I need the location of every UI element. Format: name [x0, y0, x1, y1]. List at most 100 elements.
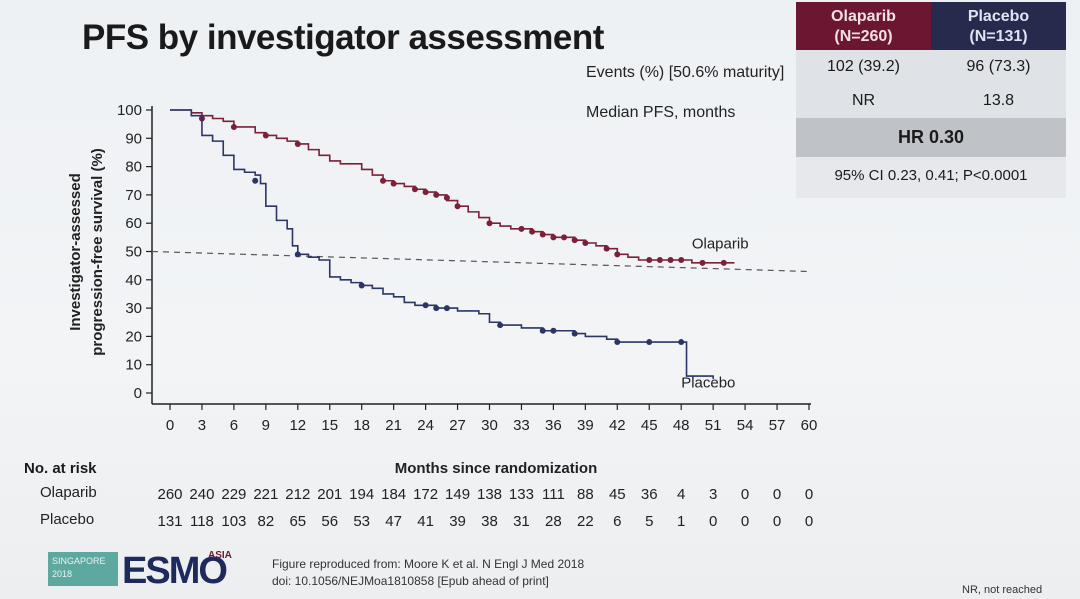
censor-mark-placebo [571, 330, 578, 337]
stats-table: Olaparib (N=260) Placebo (N=131) 102 (39… [796, 2, 1066, 198]
censor-mark-placebo [646, 339, 653, 346]
x-tick-label: 12 [289, 417, 306, 434]
series-line-placebo [170, 109, 714, 379]
olaparib-header: Olaparib (N=260) [796, 2, 931, 50]
hazard-ratio: HR 0.30 [796, 118, 1066, 157]
censor-mark-olaparib [230, 123, 237, 130]
y-tick-label: 50 [125, 244, 142, 261]
censor-mark-olaparib [294, 140, 301, 147]
confidence-interval: 95% CI 0.23, 0.41; P<0.0001 [796, 157, 1066, 198]
y-tick-label: 90 [125, 130, 142, 147]
censor-mark-placebo [497, 322, 504, 329]
median-pfs-label: Median PFS, months [586, 104, 736, 121]
y-tick-label: 20 [125, 328, 142, 345]
x-tick-label: 48 [673, 417, 690, 434]
placebo-events: 96 (73.3) [931, 50, 1066, 84]
x-tick-label: 51 [705, 417, 722, 434]
censor-mark-olaparib [667, 256, 674, 263]
y-axis-label: progression-free survival (%) [89, 148, 106, 356]
x-tick-label: 24 [417, 417, 434, 434]
reference-line-1: Figure reproduced from: Moore K et al. N… [272, 557, 585, 571]
x-tick-label: 45 [641, 417, 658, 434]
logo-place: SINGAPORE 2018 [48, 552, 118, 586]
censor-mark-olaparib [678, 256, 685, 263]
censor-mark-placebo [678, 339, 685, 346]
censor-mark-olaparib [454, 203, 461, 210]
x-tick-label: 18 [353, 417, 370, 434]
x-tick-label: 15 [321, 417, 338, 434]
logo-name: ESMO [122, 550, 228, 592]
y-tick-label: 70 [125, 187, 142, 204]
censor-mark-placebo [294, 251, 301, 258]
censor-mark-olaparib [518, 225, 525, 232]
censor-mark-placebo [252, 177, 259, 184]
y-tick-label: 100 [117, 102, 142, 119]
censor-mark-olaparib [699, 259, 706, 266]
censor-mark-placebo [433, 305, 440, 312]
logo-place-year: 2018 [52, 569, 73, 579]
x-tick-label: 57 [769, 417, 786, 434]
x-tick-label: 21 [385, 417, 402, 434]
y-tick-label: 60 [125, 215, 142, 232]
y-axis-label: Investigator-assessed [67, 173, 84, 331]
x-tick-label: 27 [449, 417, 466, 434]
olaparib-header-n: (N=260) [834, 28, 893, 45]
placebo-header-name: Placebo [967, 8, 1030, 25]
x-tick-label: 0 [166, 417, 174, 434]
censor-mark-olaparib [614, 251, 621, 258]
censor-mark-placebo [539, 327, 546, 334]
events-label: Events (%) [50.6% maturity] [586, 64, 785, 81]
censor-mark-olaparib [646, 256, 653, 263]
page-title: PFS by investigator assessment [82, 18, 604, 57]
censor-mark-olaparib [486, 220, 493, 227]
censor-mark-olaparib [720, 259, 727, 266]
censor-mark-olaparib [433, 191, 440, 198]
logo-suffix: ASIA [208, 550, 232, 561]
logo-place-city: SINGAPORE [52, 556, 106, 566]
censor-mark-olaparib [390, 180, 397, 187]
x-tick-label: 30 [481, 417, 498, 434]
olaparib-events: 102 (39.2) [796, 50, 931, 84]
y-tick-label: 10 [125, 357, 142, 374]
x-tick-label: 54 [737, 417, 754, 434]
x-tick-label: 42 [609, 417, 626, 434]
y-tick-label: 30 [125, 300, 142, 317]
y-tick-label: 80 [125, 159, 142, 176]
median-reference-line [151, 250, 810, 273]
censor-mark-olaparib [529, 228, 536, 235]
y-tick-label: 0 [134, 385, 142, 402]
censor-mark-placebo [614, 339, 621, 346]
censor-mark-olaparib [561, 234, 568, 241]
censor-mark-olaparib [656, 256, 663, 263]
censor-mark-olaparib [539, 231, 546, 238]
censor-mark-olaparib [603, 245, 610, 252]
censor-mark-olaparib [422, 189, 429, 196]
nr-footnote: NR, not reached [962, 584, 1043, 596]
series-annotation-olaparib: Olaparib [692, 236, 749, 253]
x-tick-label: 33 [513, 417, 530, 434]
olaparib-header-name: Olaparib [831, 8, 896, 25]
censor-mark-placebo [550, 327, 557, 334]
placebo-median: 13.8 [931, 84, 1066, 118]
olaparib-median: NR [796, 84, 931, 118]
reference-line-2: doi: 10.1056/NEJMoa1810858 [Epub ahead o… [272, 574, 549, 588]
censor-mark-olaparib [411, 186, 418, 193]
x-tick-label: 6 [230, 417, 238, 434]
censor-mark-olaparib [571, 237, 578, 244]
placebo-header-n: (N=131) [969, 28, 1028, 45]
censor-mark-olaparib [443, 194, 450, 201]
y-tick-label: 40 [125, 272, 142, 289]
censor-mark-placebo [358, 282, 365, 289]
x-tick-label: 60 [801, 417, 818, 434]
x-tick-label: 3 [198, 417, 206, 434]
x-tick-label: 36 [545, 417, 562, 434]
figure-reference: Figure reproduced from: Moore K et al. N… [272, 556, 584, 590]
x-axis-label: Months since randomization [395, 460, 598, 477]
censor-mark-olaparib [550, 234, 557, 241]
censor-mark-olaparib [380, 177, 386, 184]
x-tick-label: 9 [262, 417, 270, 434]
placebo-header: Placebo (N=131) [931, 2, 1066, 50]
censor-mark-olaparib [582, 240, 589, 247]
x-tick-label: 39 [577, 417, 594, 434]
